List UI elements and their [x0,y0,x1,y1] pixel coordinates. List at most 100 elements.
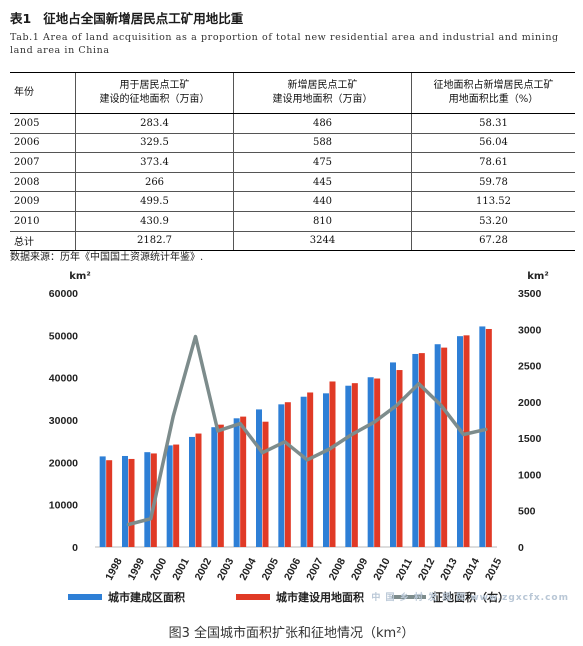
table-title: 表1 征地占全国新增居民点工矿用地比重 [10,8,243,27]
watermark: 中 国 乡 村 发 现 网 www.zgxcfx.com [371,593,569,603]
table-header-cell: 用于居民点工矿 建设的征地面积（万亩） [75,72,234,114]
bar-construction-land-2003 [217,424,224,547]
line-point-2011 [395,404,398,407]
bar-built-up-area-2003 [211,427,218,547]
line-point-2012 [417,382,421,385]
table-row: 总计 2182.7 3244 67.28 [10,231,575,252]
table-cell: 58.31 [411,113,575,134]
left-tick-label: 40000 [49,373,78,385]
table-cell: 67.28 [411,231,575,252]
area-expansion-chart: km² km² 0 10000 20000 30000 40000 50000 60000 0 50… [49,271,549,604]
table-cell: 2182.7 [75,231,234,252]
table-row: 2010 430.9 810 53.20 [10,211,575,232]
bar-construction-land-2004 [240,416,247,547]
left-tick-label: 10000 [49,500,78,512]
line-land-acquisition [126,334,488,527]
line-point-2004 [238,422,242,425]
bar-construction-land-2014 [463,335,470,547]
table-cell: 总计 [10,231,76,252]
x-tick-label: 2006 [282,556,304,582]
table-cell: 373.4 [75,152,234,173]
table-source: 数据来源：历年《中国国土资源统计年鉴》. [10,252,204,263]
right-tick-label: 3000 [518,324,542,336]
bar-construction-land-2013 [441,347,448,547]
legend-swatch-1 [236,594,270,600]
table-cell: 2005 [10,113,76,134]
bar-built-up-area-2009 [345,385,352,547]
left-tick-label: 30000 [49,415,78,427]
table-row: 2008 266 445 59.78 [10,172,575,193]
right-axis-unit: km² [527,271,548,282]
x-tick-label: 2012 [416,556,438,582]
line-point-2008 [328,447,331,451]
x-tick-label: 2003 [215,556,237,582]
line-point-2006 [283,440,287,443]
table-cell: 59.78 [411,172,575,193]
table-cell: 2006 [10,133,76,154]
x-tick-label: 2014 [461,556,483,582]
table-title-text: 征地占全国新增居民点工矿用地比重 [43,11,244,26]
line-point-2005 [261,451,264,454]
bar-built-up-area-2013 [434,344,441,547]
x-tick-label: 2004 [237,556,259,582]
table-cell: 2009 [10,191,76,212]
table-cell: 486 [233,113,412,134]
table-row: 2005 283.4 486 58.31 [10,113,575,134]
left-tick-label: 60000 [49,288,78,300]
table-cell: 588 [233,133,412,154]
table-header-cell: 征地面积占新增居民点工矿 用地面积比重（%） [411,72,575,114]
left-tick-label: 50000 [49,330,78,342]
line-point-2003 [216,429,220,433]
table-cell: 475 [233,152,412,173]
right-tick-label: 1000 [518,469,542,481]
bar-construction-land-2008 [329,381,336,547]
bar-built-up-area-2012 [412,353,419,547]
table-row: 2006 329.5 588 56.04 [10,133,575,154]
x-tick-label: 2011 [394,557,415,583]
bar-construction-land-2009 [351,383,358,547]
line-point-2014 [462,433,465,436]
table-cell: 113.52 [411,191,575,212]
legend-label-2: 征地面积（右） [432,590,509,604]
legend-label-1: 城市建设用地面积 [276,590,364,604]
table-header-cell: 年份 [10,72,76,114]
bar-built-up-area-2000 [144,452,151,547]
bar-built-up-area-2015 [479,326,486,547]
bar-built-up-area-1998 [99,456,106,547]
bar-construction-land-2006 [284,402,291,547]
right-tick-label: 3500 [518,288,542,300]
line-point-1999 [127,523,130,526]
bar-built-up-area-2005 [256,409,262,547]
bar-construction-land-1999 [128,458,135,547]
x-tick-label: 2008 [327,556,349,582]
legend-swatch-0 [68,594,102,600]
table-tag: 表1 [10,11,32,26]
x-tick-label: 2009 [349,556,371,582]
bar-built-up-area-2010 [367,377,374,547]
table-cell: 53.20 [411,211,575,232]
x-tick-label: 2002 [193,556,215,582]
table-subtitle: Tab.1 Area of land acquisition as a prop… [10,32,559,56]
table-cell: 329.5 [75,133,234,154]
bar-built-up-area-1999 [122,455,128,547]
bar-construction-land-1998 [106,460,113,547]
line-point-2002 [194,335,197,338]
line-point-2010 [372,420,376,424]
table-cell: 430.9 [75,211,234,232]
x-tick-label: 2015 [483,556,505,582]
left-axis-unit: km² [69,271,90,282]
figure-caption: 图3 全国城市面积扩张和征地情况（km²） [168,626,415,641]
table-cell: 2010 [10,211,76,232]
x-tick-label: 2013 [438,556,460,582]
bar-built-up-area-2002 [189,436,195,547]
data-table: 年份 用于居民点工矿 建设的征地面积（万亩） 新增居民点工矿 建设用地面积（万亩… [10,72,575,252]
bar-construction-land-2015 [485,328,492,547]
table-cell: 78.61 [411,152,575,173]
right-tick-label: 2500 [518,361,542,373]
x-tick-label: 2007 [304,556,326,582]
x-tick-label: 1999 [126,556,148,582]
line-point-2001 [171,415,175,418]
bar-construction-land-2012 [418,353,425,547]
table-cell: 283.4 [75,113,234,134]
line-point-2015 [484,428,488,431]
